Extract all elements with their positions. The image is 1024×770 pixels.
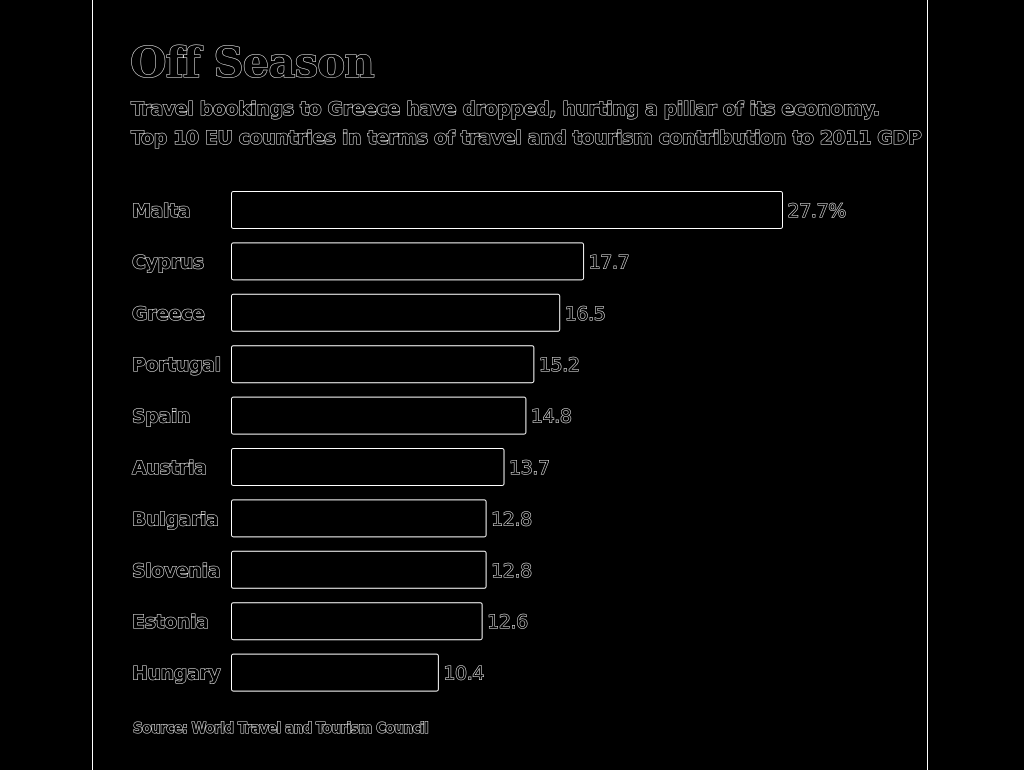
category-label: Bulgaria [132, 508, 218, 530]
chart-subtitle-line-1: Travel bookings to Greece have dropped, … [131, 98, 881, 121]
category-label: Cyprus [132, 251, 204, 273]
value-label: 13.7 [509, 457, 550, 479]
bar [231, 499, 487, 538]
value-label: 16.5 [565, 303, 606, 325]
category-label: Portugal [132, 354, 221, 376]
value-label: 12.6 [487, 611, 528, 633]
bar [231, 653, 439, 692]
chart-title: Off Season [130, 38, 376, 88]
source-note: Source: World Travel and Tourism Council [132, 719, 429, 738]
value-label: 27.7% [788, 200, 846, 222]
bar [231, 448, 505, 486]
bar [231, 550, 487, 589]
value-label: 10.4 [443, 663, 484, 685]
value-label: 17.7 [589, 251, 630, 273]
bar [231, 293, 561, 332]
bar [231, 191, 783, 229]
value-label: 12.8 [491, 508, 532, 530]
bar [231, 602, 483, 641]
value-label: 14.8 [531, 406, 572, 428]
value-label: 12.8 [491, 560, 532, 582]
chart-frame [92, 0, 928, 770]
value-label: 15.2 [539, 354, 580, 376]
category-label: Austria [132, 457, 207, 479]
bar [231, 345, 535, 384]
category-label: Slovenia [132, 560, 220, 582]
category-label: Spain [132, 406, 190, 428]
bar [231, 242, 585, 281]
category-label: Greece [132, 303, 205, 325]
category-label: Hungary [132, 663, 221, 685]
category-label: Estonia [132, 611, 208, 633]
bar [231, 396, 527, 435]
chart-subtitle-line-2: Top 10 EU countries in terms of travel a… [130, 127, 922, 150]
category-label: Malta [132, 200, 190, 222]
